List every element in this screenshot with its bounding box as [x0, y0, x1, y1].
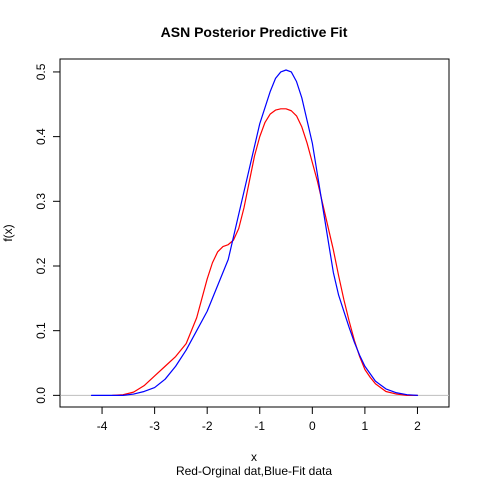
x-tick-label: 0: [309, 419, 316, 433]
x-tick-label: 1: [362, 419, 369, 433]
x-tick-label: -1: [254, 419, 265, 433]
x-tick-label: -2: [202, 419, 213, 433]
fit-data-line: [90, 69, 419, 396]
x-tick-label: 2: [414, 419, 421, 433]
series-group: [90, 69, 419, 396]
x-tick-label: -3: [149, 419, 160, 433]
y-tick-label: 0.0: [34, 387, 48, 404]
original-data-line: [111, 108, 419, 396]
chart-title: ASN Posterior Predictive Fit: [161, 24, 348, 40]
y-tick-label: 0.4: [34, 128, 48, 145]
y-axis-label: f(x): [1, 224, 15, 241]
x-axis: -4 -3 -2 -1 0 1 2: [97, 406, 421, 433]
y-axis: 0.0 0.1 0.2 0.3 0.4 0.5: [34, 63, 61, 404]
y-tick-label: 0.5: [34, 63, 48, 80]
plot-frame: [59, 58, 450, 408]
y-tick-label: 0.2: [34, 257, 48, 274]
x-tick-label: -4: [97, 419, 108, 433]
y-tick-label: 0.3: [34, 193, 48, 210]
chart-subtitle: Red-Orginal dat,Blue-Fit data: [176, 464, 332, 478]
y-tick-label: 0.1: [34, 322, 48, 339]
x-axis-label: x: [251, 450, 257, 464]
